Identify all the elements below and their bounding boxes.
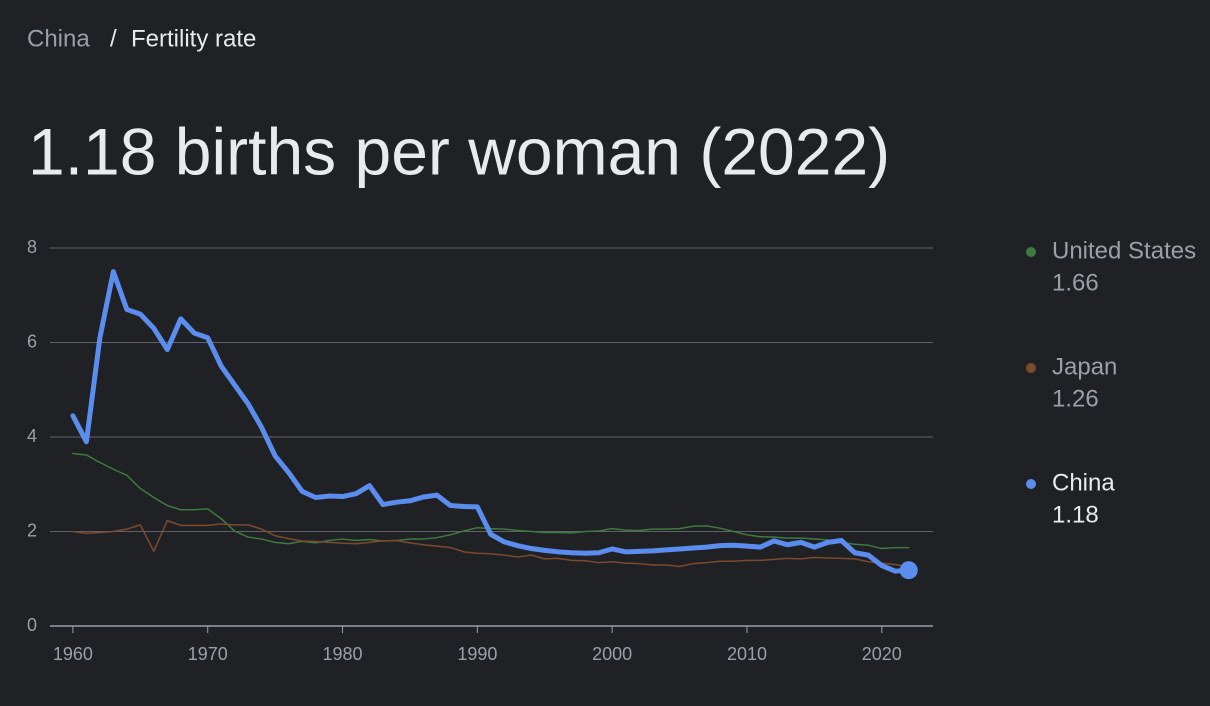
series-line [72, 452, 910, 550]
legend-marker[interactable] [1026, 363, 1036, 373]
x-tick-label: 1990 [457, 644, 497, 664]
legend-marker[interactable] [1026, 479, 1036, 489]
x-tick-label: 1970 [188, 644, 228, 664]
x-tick-label: 1980 [323, 644, 363, 664]
breadcrumb-current: Fertility rate [131, 25, 256, 52]
legend-value[interactable]: 1.18 [1052, 501, 1099, 528]
x-tick-label: 2020 [862, 644, 902, 664]
x-tick-label: 2000 [592, 644, 632, 664]
legend-marker[interactable] [1026, 247, 1036, 257]
breadcrumb-separator: / [110, 25, 117, 52]
series-line [72, 519, 910, 568]
series-line [70, 269, 912, 574]
end-point [899, 561, 918, 580]
breadcrumb-parent[interactable]: China [27, 25, 90, 52]
y-tick-label: 8 [27, 237, 37, 257]
legend-name[interactable]: Japan [1052, 353, 1117, 380]
x-tick-label: 2010 [727, 644, 767, 664]
y-tick-label: 4 [27, 426, 37, 446]
x-tick-label: 1960 [53, 644, 93, 664]
legend-name[interactable]: United States [1052, 237, 1196, 264]
legend-value[interactable]: 1.26 [1052, 385, 1099, 412]
y-tick-label: 0 [27, 615, 37, 635]
chart-title: 1.18 births per woman (2022) [28, 114, 890, 188]
legend-value[interactable]: 1.66 [1052, 269, 1099, 296]
y-tick-label: 2 [27, 520, 37, 540]
legend-name[interactable]: China [1052, 469, 1115, 496]
y-tick-label: 6 [27, 331, 37, 351]
